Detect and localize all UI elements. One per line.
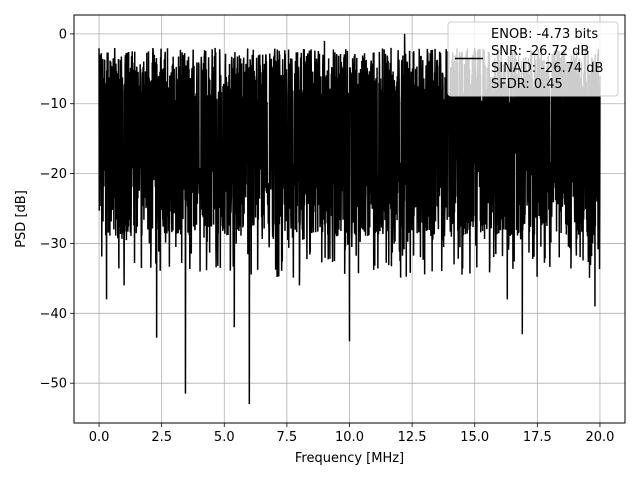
x-tick-label: 17.5 bbox=[523, 430, 552, 445]
x-tick-label: 7.5 bbox=[277, 430, 298, 445]
y-tick-label: −30 bbox=[40, 237, 67, 252]
legend-line-snr: SNR: -26.72 dB bbox=[491, 44, 589, 59]
legend-box bbox=[447, 21, 619, 97]
y-tick-label: −20 bbox=[40, 167, 67, 182]
x-tick-label: 12.5 bbox=[398, 430, 427, 445]
legend-line-sinad: SINAD: -26.74 dB bbox=[491, 61, 603, 76]
y-axis-label: PSD [dB] bbox=[14, 190, 29, 248]
psd-series-line bbox=[98, 33, 601, 405]
y-tick-label: 0 bbox=[59, 27, 67, 42]
y-tick-label: −40 bbox=[40, 307, 67, 322]
plot-area bbox=[98, 33, 601, 405]
x-tick-label: 5.0 bbox=[214, 430, 235, 445]
y-axis-ticks: 0 −10 −20 −30 −40 −50 bbox=[40, 27, 74, 392]
x-tick-label: 2.5 bbox=[151, 430, 172, 445]
legend-line-sfdr: SFDR: 0.45 bbox=[491, 77, 563, 92]
legend-line-enob: ENOB: -4.73 bits bbox=[491, 27, 598, 42]
x-tick-label: 10.0 bbox=[335, 430, 364, 445]
x-axis-label: Frequency [MHz] bbox=[295, 451, 404, 466]
x-tick-label: 0.0 bbox=[89, 430, 110, 445]
legend: ENOB: -4.73 bits SNR: -26.72 dB SINAD: -… bbox=[447, 21, 619, 97]
x-tick-label: 15.0 bbox=[460, 430, 489, 445]
x-axis-ticks: 0.0 2.5 5.0 7.5 10.0 12.5 15.0 17.5 20.0 bbox=[89, 423, 614, 445]
y-tick-label: −50 bbox=[40, 377, 67, 392]
x-tick-label: 20.0 bbox=[585, 430, 614, 445]
y-tick-label: −10 bbox=[40, 97, 67, 112]
